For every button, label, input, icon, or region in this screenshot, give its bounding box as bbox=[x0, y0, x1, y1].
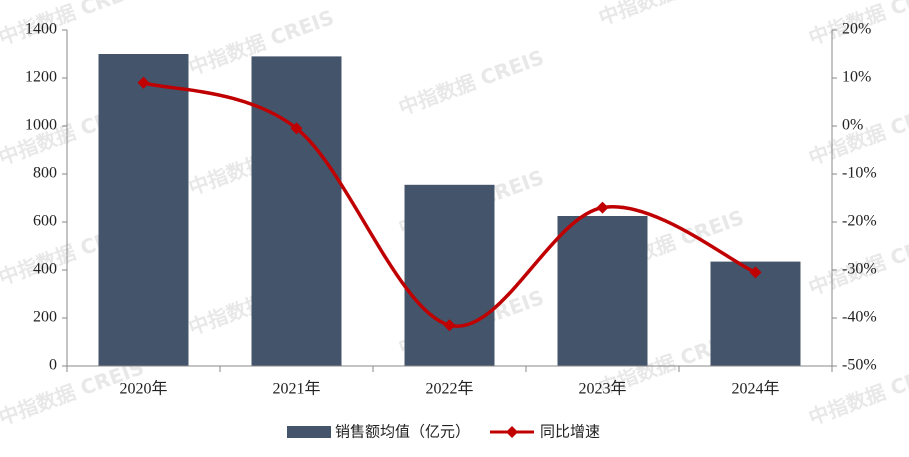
y-tick-label: 1000 bbox=[25, 117, 57, 134]
y-tick-label: 1400 bbox=[25, 21, 57, 38]
y2-tick-label: 0% bbox=[842, 117, 863, 134]
legend-label: 销售额均值（亿元） bbox=[335, 423, 470, 441]
bar bbox=[404, 184, 495, 366]
legend-label: 同比增速 bbox=[540, 423, 600, 441]
y-tick-label: 800 bbox=[33, 165, 57, 182]
y2-tick-label: 10% bbox=[842, 69, 871, 86]
y2-tick-label: -40% bbox=[842, 309, 877, 326]
marker bbox=[749, 266, 762, 279]
y-tick-label: 400 bbox=[33, 261, 57, 278]
y2-tick-label: -30% bbox=[842, 261, 877, 278]
x-tick-label: 2024年 bbox=[731, 380, 779, 398]
y-tick-label: 1200 bbox=[25, 69, 57, 86]
y-tick-label: 600 bbox=[33, 213, 57, 230]
marker bbox=[290, 122, 303, 135]
bar bbox=[98, 54, 189, 366]
legend-swatch bbox=[287, 426, 331, 438]
y2-tick-label: -10% bbox=[842, 165, 877, 182]
y2-tick-label: -50% bbox=[842, 357, 877, 374]
x-tick-label: 2020年 bbox=[119, 380, 167, 398]
marker bbox=[596, 201, 609, 214]
y2-tick-label: -20% bbox=[842, 213, 877, 230]
bar bbox=[710, 261, 801, 366]
watermark: 中指数据 CREIS bbox=[595, 0, 747, 30]
bar bbox=[557, 216, 648, 366]
watermark: 中指数据 CREIS bbox=[395, 45, 547, 120]
marker bbox=[137, 76, 150, 89]
x-tick-label: 2023年 bbox=[578, 380, 626, 398]
y2-tick-label: 20% bbox=[842, 21, 871, 38]
watermark: 中指数据 CREIS bbox=[0, 0, 147, 50]
x-tick-label: 2022年 bbox=[425, 380, 473, 398]
legend-marker bbox=[506, 426, 519, 438]
marker bbox=[443, 319, 456, 332]
bar bbox=[251, 56, 342, 367]
y-tick-label: 0 bbox=[49, 357, 57, 374]
y-tick-label: 200 bbox=[33, 309, 57, 326]
x-tick-label: 2021年 bbox=[272, 380, 320, 398]
